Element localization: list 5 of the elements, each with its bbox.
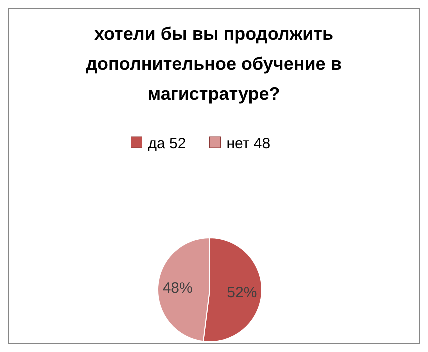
data-label: 48% — [162, 280, 193, 298]
legend-label: нет 48 — [226, 135, 271, 152]
chart-title: хотели бы вы продолжить дополнительное обучение в магистратуре? — [86, 24, 342, 104]
legend-label: да 52 — [148, 135, 186, 152]
data-label: 52% — [227, 284, 258, 302]
